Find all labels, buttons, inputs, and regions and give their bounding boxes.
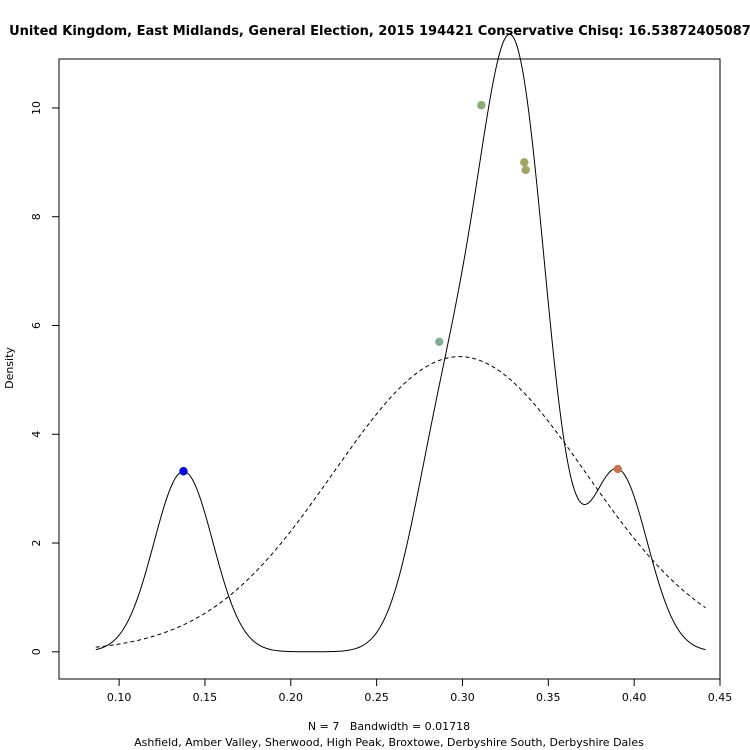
y-tick-label: 10	[30, 101, 43, 115]
y-axis: 0 2 4 6 8 10	[30, 101, 60, 655]
x-tick-label: 0.35	[536, 691, 561, 704]
x-tick-label: 0.30	[450, 691, 475, 704]
y-tick-label: 6	[30, 322, 43, 329]
plot-frame	[58, 58, 721, 680]
x-tick-label: 0.10	[107, 691, 132, 704]
data-point	[520, 158, 529, 167]
x-tick-label: 0.45	[708, 691, 733, 704]
data-point	[613, 464, 623, 474]
data-point	[521, 165, 530, 175]
normal-reference-curve	[95, 356, 706, 648]
y-tick-label: 8	[30, 213, 43, 220]
kde-density-curve	[95, 33, 706, 653]
x-axis-label: N = 7 Bandwidth = 0.01718	[308, 720, 470, 733]
y-axis-label: Density	[3, 347, 16, 389]
data-point	[477, 101, 486, 110]
x-axis: 0.10 0.15 0.20 0.25 0.30 0.35 0.40 0.45	[107, 678, 733, 704]
y-tick-label: 0	[30, 648, 43, 655]
x-tick-label: 0.25	[364, 691, 389, 704]
y-tick-label: 2	[30, 540, 43, 547]
x-axis-sublabel: Ashfield, Amber Valley, Sherwood, High P…	[134, 736, 644, 749]
chart-title: United Kingdom, East Midlands, General E…	[9, 24, 750, 39]
data-point	[435, 337, 444, 347]
y-tick-label: 4	[30, 431, 43, 438]
x-tick-label: 0.20	[279, 691, 304, 704]
x-tick-label: 0.40	[622, 691, 647, 704]
data-point	[179, 467, 188, 476]
data-points	[179, 101, 623, 476]
x-tick-label: 0.15	[193, 691, 218, 704]
